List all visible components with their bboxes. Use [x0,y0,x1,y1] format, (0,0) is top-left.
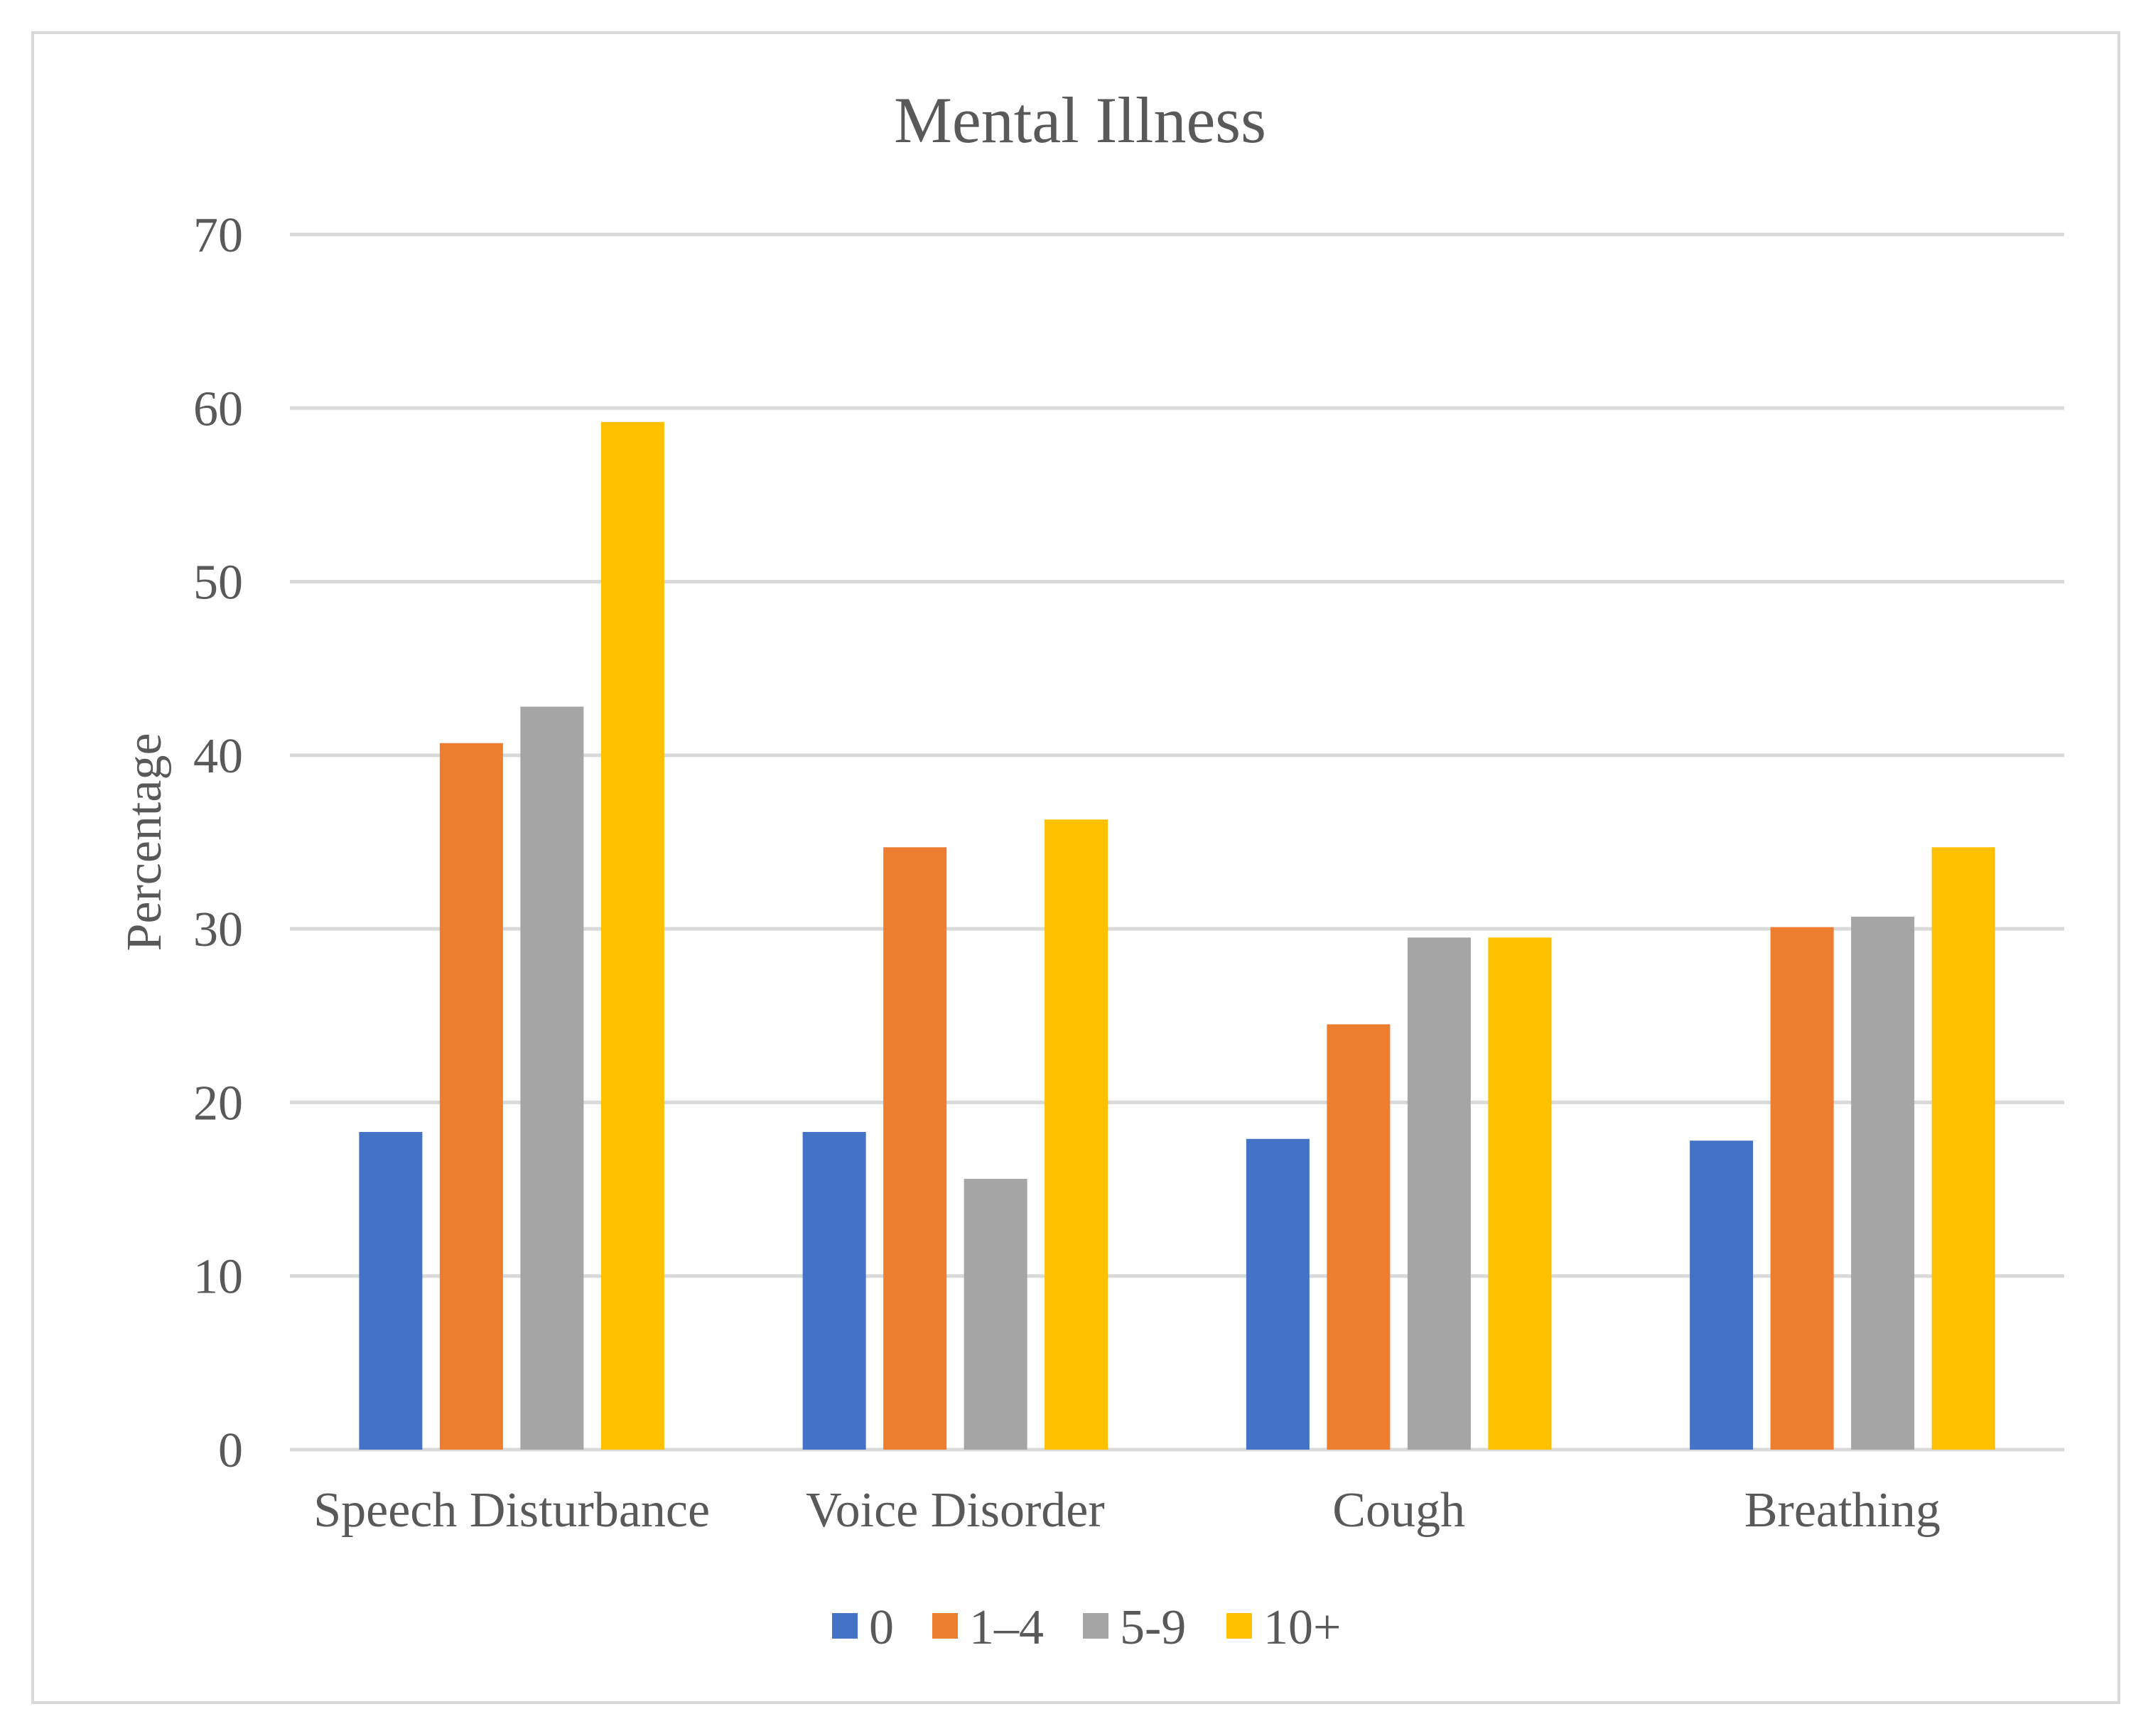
gridlines [290,232,2064,1452]
legend-swatch-1 [932,1613,958,1639]
legend-label-1: 1–4 [969,1600,1044,1655]
bar-2-3 [1488,937,1552,1450]
bar-2-2 [1407,937,1471,1450]
bars [359,421,1995,1450]
legend-label-3: 10+ [1263,1600,1341,1655]
bar-1-3 [1045,819,1108,1450]
bar-1-0 [802,1131,866,1450]
y-axis-label: Percentage [117,733,172,951]
bar-2-1 [1327,1024,1391,1450]
y-tick-label: 50 [193,556,243,610]
bar-3-1 [1770,927,1834,1450]
legend-label-2: 5-9 [1120,1600,1186,1655]
bar-3-0 [1690,1141,1754,1450]
y-tick-label: 40 [193,729,243,784]
y-tick-label: 20 [193,1076,243,1131]
bar-0-2 [520,706,584,1450]
legend-swatch-3 [1226,1613,1252,1639]
chart-title: Mental Illness [894,84,1266,156]
y-tick-label: 70 [193,208,243,263]
y-tick-label: 60 [193,382,243,436]
bar-3-2 [1851,917,1915,1450]
y-tick-label: 0 [218,1423,243,1478]
bar-0-1 [439,743,503,1450]
x-tick-label: Breathing [1744,1483,1941,1538]
bar-1-1 [883,847,947,1450]
x-axis-ticks: Speech Disturbance Voice Disorder Cough Bre… [313,1483,1941,1538]
bar-1-2 [964,1178,1027,1450]
legend: 0 1–4 5-9 10+ [832,1600,1341,1655]
x-tick-label: Voice Disorder [806,1483,1105,1538]
y-tick-label: 30 [193,902,243,957]
bar-2-0 [1246,1138,1310,1450]
bar-0-3 [600,421,664,1450]
bar-0-0 [359,1131,423,1450]
x-tick-label: Speech Disturbance [313,1483,710,1538]
y-tick-label: 10 [193,1250,243,1305]
bar-3-3 [1931,847,1995,1450]
legend-swatch-2 [1083,1613,1108,1639]
x-tick-label: Cough [1332,1483,1465,1538]
legend-swatch-0 [832,1613,858,1639]
legend-label-0: 0 [869,1600,894,1655]
y-axis-ticks: 0 10 20 30 40 50 60 70 [193,208,243,1478]
